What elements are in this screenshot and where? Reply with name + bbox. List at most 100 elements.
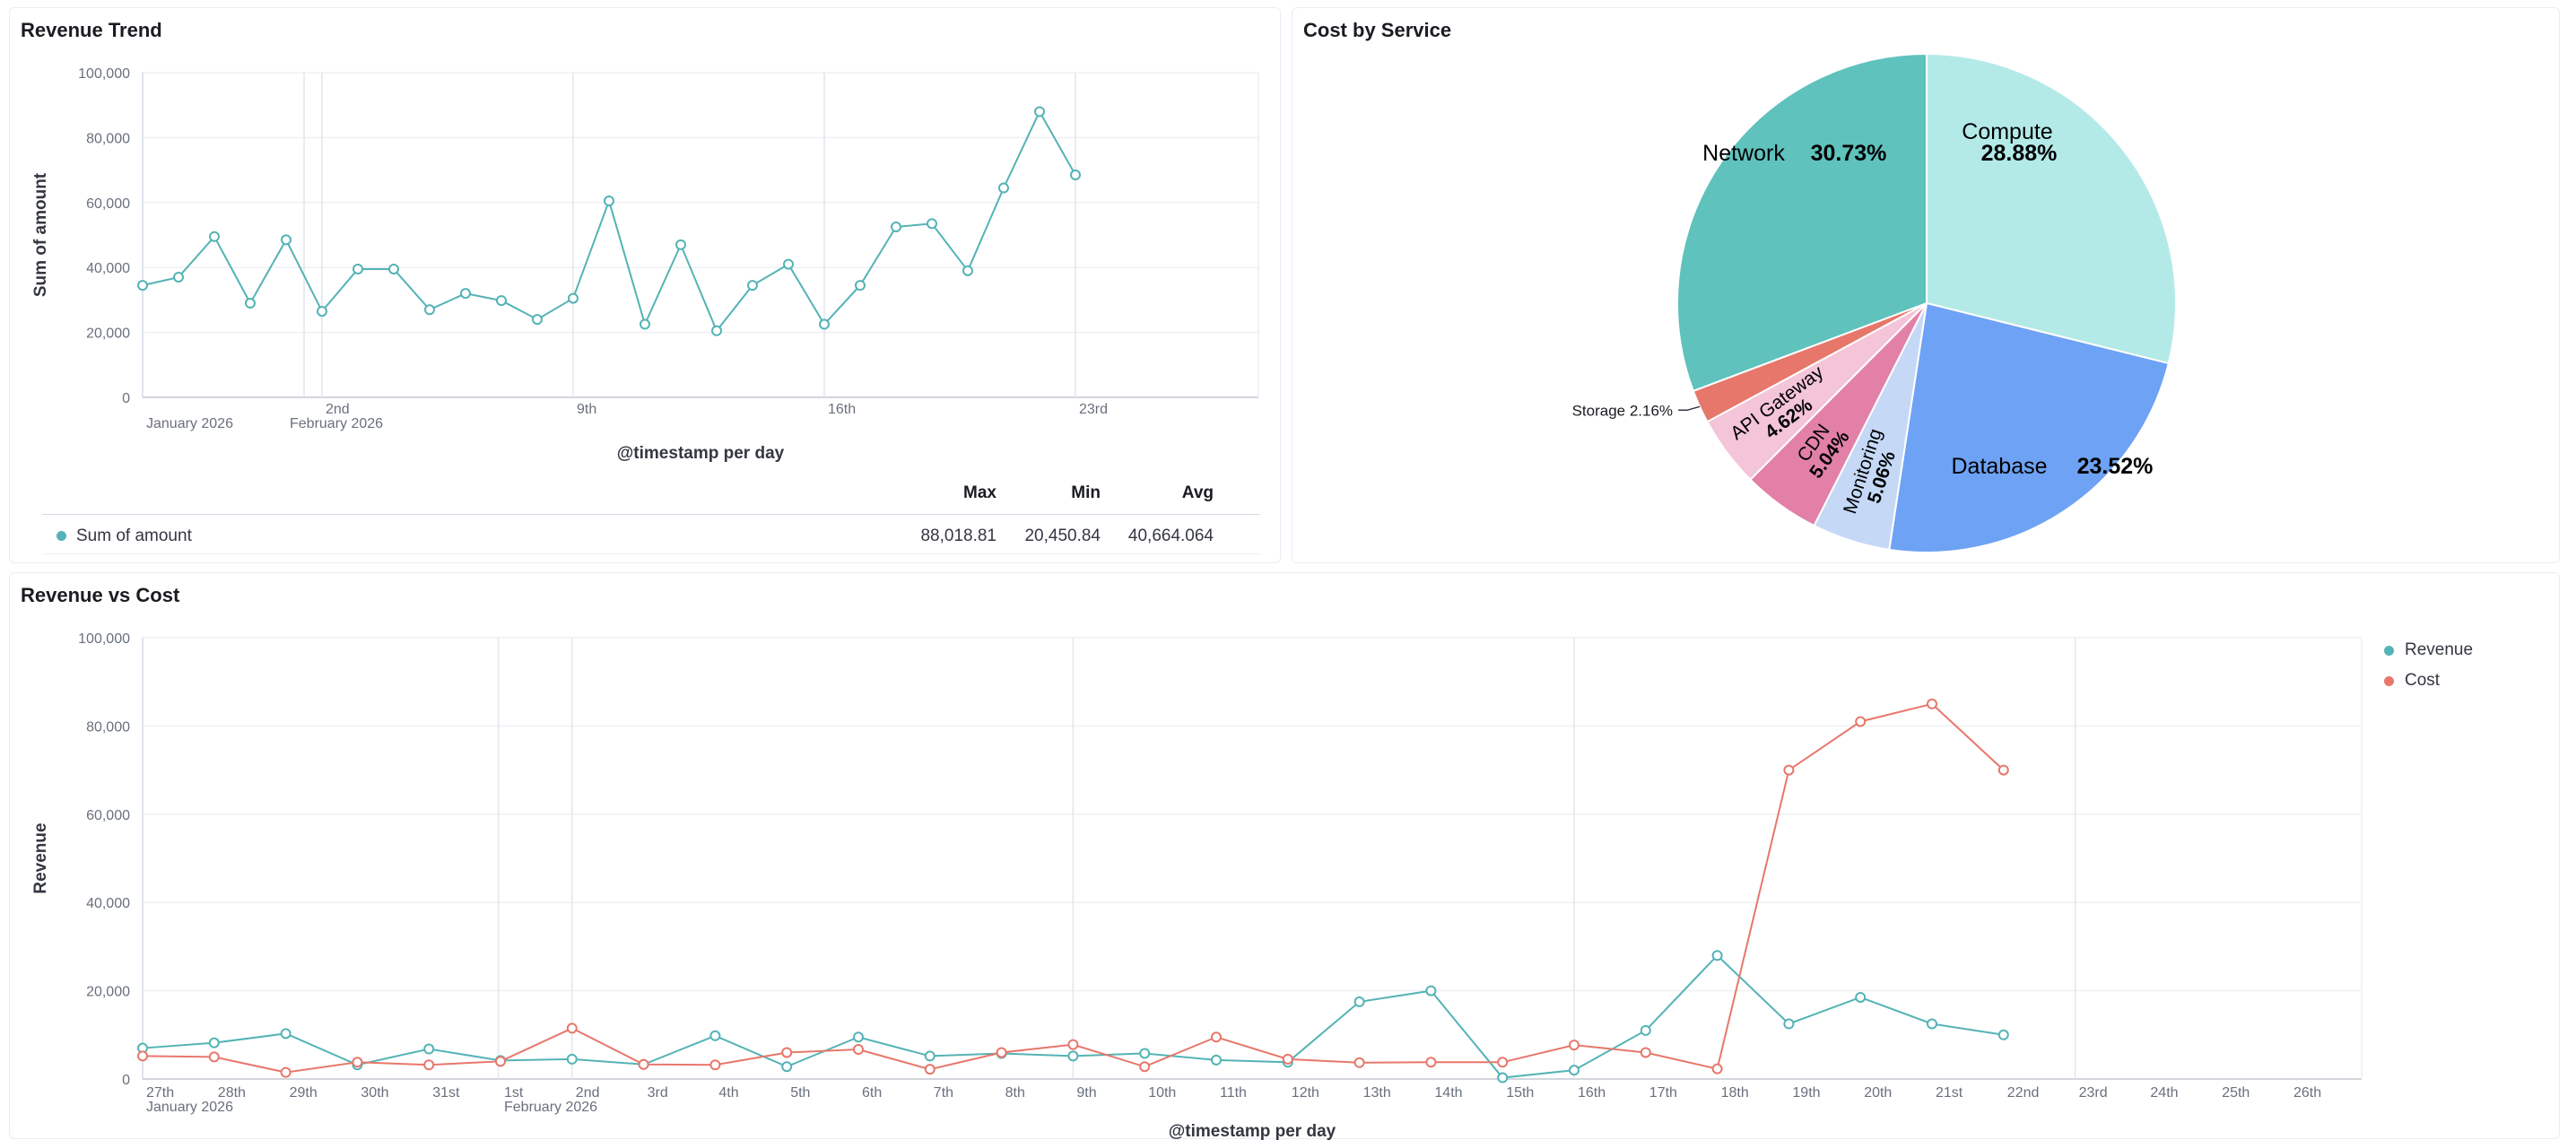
x-tick-label: 21st xyxy=(1936,1085,1963,1101)
y-tick-label: 40,000 xyxy=(86,896,130,911)
legend-header-max: Max xyxy=(963,483,996,502)
x-tick-label: 27th xyxy=(146,1085,174,1101)
x-tick-label: 9th xyxy=(1076,1085,1096,1101)
data-point xyxy=(1711,1063,1723,1075)
data-point xyxy=(566,1053,578,1065)
x-tick-label: 6th xyxy=(862,1085,882,1101)
revenue-trend-panel: Revenue Trend 0 20,000 40,000 60,000 80,000 1… xyxy=(9,7,1281,563)
legend-color-dot xyxy=(2384,675,2394,686)
data-point xyxy=(924,1064,936,1075)
data-point xyxy=(1034,106,1045,117)
data-point xyxy=(819,318,830,330)
y-tick-label: 20,000 xyxy=(86,985,130,1000)
legend-color-dot xyxy=(57,531,66,541)
data-point xyxy=(1425,1057,1437,1068)
slice-label: Storage 2.16% xyxy=(1572,402,1673,419)
pie-slice xyxy=(1926,52,2177,365)
legend-table: Max Min Avg Sum of amount 88,018.81 20,4… xyxy=(10,8,1282,564)
x-tick-label: 17th xyxy=(1649,1085,1677,1101)
legend-item-revenue[interactable]: Revenue xyxy=(2384,635,2473,666)
y-tick-label: 100,000 xyxy=(78,631,130,647)
data-point xyxy=(1569,1040,1580,1051)
data-point xyxy=(747,280,758,292)
legend-header-avg: Avg xyxy=(1181,483,1214,502)
data-point xyxy=(1569,1065,1580,1076)
legend-item-cost[interactable]: Cost xyxy=(2384,666,2473,696)
legend-min-value: 20,450.84 xyxy=(1024,526,1101,545)
x-tick-label: 1st xyxy=(504,1085,524,1101)
y-tick-label: 60,000 xyxy=(86,808,130,823)
data-point xyxy=(781,1061,793,1073)
data-point xyxy=(317,306,327,318)
data-point xyxy=(566,1023,578,1034)
panel-title: Cost by Service xyxy=(1303,19,1452,41)
data-point xyxy=(1783,764,1795,776)
y-tick-label: 100,000 xyxy=(78,66,130,82)
x-tick-label: 2nd xyxy=(326,402,350,417)
legend-avg-value: 40,664.064 xyxy=(1127,526,1214,545)
x-tick-label: 15th xyxy=(1506,1085,1534,1101)
data-point xyxy=(1640,1024,1651,1036)
x-tick-label: 14th xyxy=(1434,1085,1462,1101)
data-point xyxy=(1497,1057,1509,1068)
data-point xyxy=(853,1044,864,1056)
data-point xyxy=(604,195,614,206)
x-tick-label: January 2026 xyxy=(146,416,233,431)
slice-label: Compute xyxy=(1962,119,2052,144)
x-tick-sublabel: February 2026 xyxy=(290,416,383,431)
data-point xyxy=(781,1047,793,1058)
y-tick-label: 0 xyxy=(122,391,130,406)
x-tick-label: 22nd xyxy=(2007,1085,2040,1101)
slice-percent: 23.52% xyxy=(2077,454,2154,479)
x-tick-label: 16th xyxy=(828,402,856,417)
x-tick-label: 11th xyxy=(1220,1085,1247,1101)
x-tick-label: 20th xyxy=(1864,1085,1892,1101)
legend-color-dot xyxy=(2384,645,2394,656)
data-point xyxy=(855,280,866,292)
data-point xyxy=(1139,1061,1151,1073)
data-point xyxy=(423,1043,435,1055)
legend-row[interactable]: Sum of amount 88,018.81 20,450.84 40,664… xyxy=(42,516,1260,554)
data-point xyxy=(1997,764,2009,776)
data-point xyxy=(709,1059,721,1071)
slice-percent: 28.88% xyxy=(1981,141,2058,166)
x-tick-label: 8th xyxy=(1005,1085,1025,1101)
data-point xyxy=(208,1051,220,1063)
data-point xyxy=(280,1066,292,1078)
data-point xyxy=(1855,716,1867,727)
data-point xyxy=(460,288,471,300)
data-point xyxy=(1997,1029,2009,1040)
x-axis-title: @timestamp per day xyxy=(1169,1122,1336,1140)
data-point xyxy=(891,221,901,232)
data-point xyxy=(996,1047,1007,1058)
data-point xyxy=(1211,1054,1222,1066)
data-point xyxy=(638,1058,649,1070)
cost-by-service-panel: Cost by Service Compute 28.88% Database 23.… xyxy=(1292,7,2560,563)
x-tick-label: 12th xyxy=(1292,1085,1319,1101)
x-tick-label: 5th xyxy=(790,1085,810,1101)
y-tick-label: 80,000 xyxy=(86,131,130,146)
x-tick-label: 29th xyxy=(290,1085,318,1101)
x-tick-label: 2nd xyxy=(576,1085,600,1101)
data-point xyxy=(532,314,543,326)
data-point xyxy=(280,1028,292,1040)
x-tick-label: 23rd xyxy=(1079,402,1108,417)
data-point xyxy=(783,258,794,270)
data-point xyxy=(281,234,292,246)
series-legend: Revenue Cost xyxy=(2384,635,2473,696)
revenue-vs-cost-panel: Revenue vs Cost 0 20,000 40,000 60,000 80,00… xyxy=(9,572,2560,1140)
data-point xyxy=(137,280,148,292)
data-point xyxy=(1711,950,1723,962)
data-point xyxy=(1211,1031,1222,1043)
x-tick-label: 3rd xyxy=(648,1085,668,1101)
y-tick-label: 40,000 xyxy=(86,261,130,276)
x-tick-label: 9th xyxy=(577,402,596,417)
data-point xyxy=(1282,1053,1293,1065)
y-tick-label: 60,000 xyxy=(86,196,130,212)
data-point xyxy=(1353,996,1365,1007)
pie-slice xyxy=(1676,52,1928,393)
data-point xyxy=(423,1059,435,1071)
y-axis-title: Revenue xyxy=(31,822,50,893)
x-tick-label: 31st xyxy=(432,1085,460,1101)
